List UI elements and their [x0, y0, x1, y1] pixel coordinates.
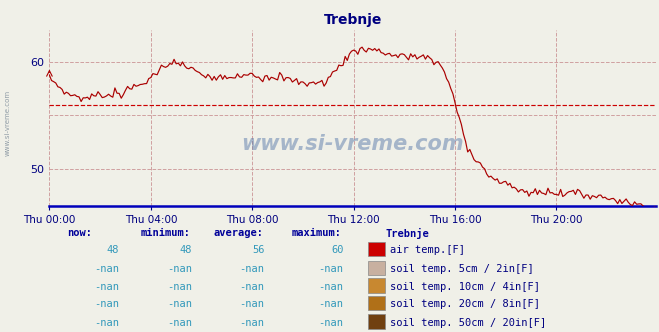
Text: -nan: -nan — [167, 264, 192, 274]
Text: soil temp. 10cm / 4in[F]: soil temp. 10cm / 4in[F] — [390, 282, 540, 291]
Text: -nan: -nan — [167, 318, 192, 328]
Text: soil temp. 5cm / 2in[F]: soil temp. 5cm / 2in[F] — [390, 264, 534, 274]
Text: -nan: -nan — [318, 318, 343, 328]
Bar — [368, 242, 385, 256]
Text: www.si-vreme.com: www.si-vreme.com — [5, 90, 11, 156]
Text: -nan: -nan — [318, 264, 343, 274]
Text: soil temp. 50cm / 20in[F]: soil temp. 50cm / 20in[F] — [390, 318, 546, 328]
Bar — [368, 314, 385, 329]
Text: -nan: -nan — [240, 299, 265, 309]
Bar — [368, 296, 385, 310]
Text: -nan: -nan — [167, 299, 192, 309]
Text: maximum:: maximum: — [292, 228, 342, 238]
Text: -nan: -nan — [240, 282, 265, 291]
Text: minimum:: minimum: — [140, 228, 190, 238]
Bar — [368, 278, 385, 292]
Text: -nan: -nan — [318, 282, 343, 291]
Text: -nan: -nan — [94, 318, 119, 328]
Text: Trebnje: Trebnje — [386, 228, 430, 239]
Text: -nan: -nan — [240, 264, 265, 274]
Text: 48: 48 — [179, 245, 192, 255]
Bar — [368, 261, 385, 275]
Text: www.si-vreme.com: www.si-vreme.com — [241, 134, 464, 154]
Text: -nan: -nan — [167, 282, 192, 291]
Text: 60: 60 — [331, 245, 343, 255]
Text: soil temp. 20cm / 8in[F]: soil temp. 20cm / 8in[F] — [390, 299, 540, 309]
Text: 48: 48 — [107, 245, 119, 255]
Text: -nan: -nan — [94, 282, 119, 291]
Text: -nan: -nan — [94, 264, 119, 274]
Text: air temp.[F]: air temp.[F] — [390, 245, 465, 255]
Text: average:: average: — [213, 228, 263, 238]
Text: now:: now: — [68, 228, 93, 238]
Text: -nan: -nan — [318, 299, 343, 309]
Text: 56: 56 — [252, 245, 265, 255]
Text: -nan: -nan — [240, 318, 265, 328]
Text: -nan: -nan — [94, 299, 119, 309]
Title: Trebnje: Trebnje — [324, 13, 382, 27]
